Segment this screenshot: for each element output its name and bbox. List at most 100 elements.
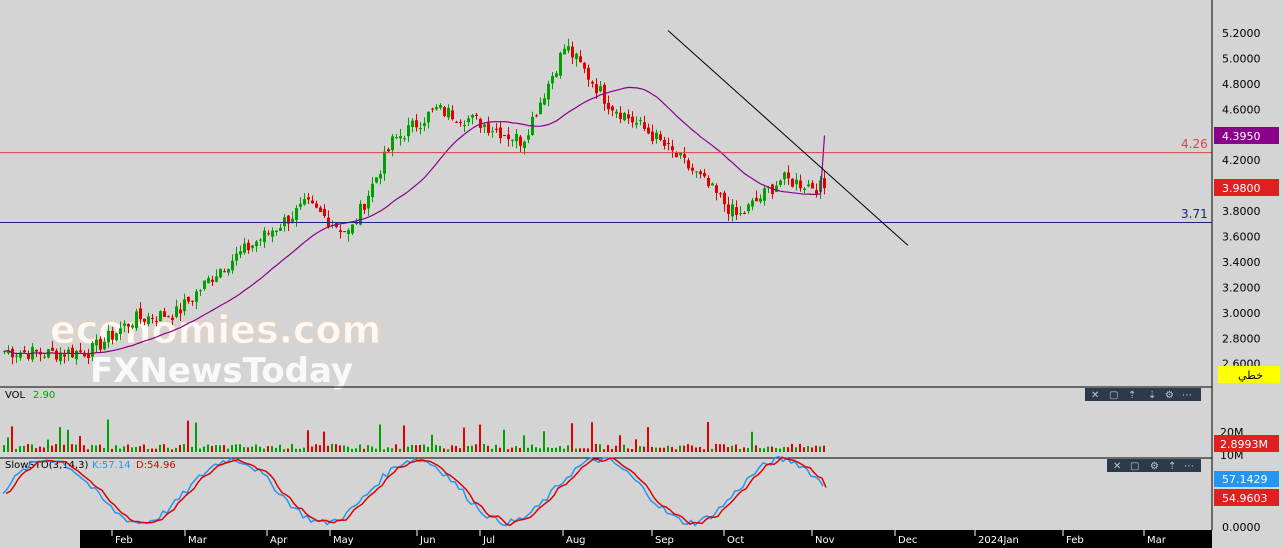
candle — [183, 299, 186, 312]
candle — [579, 56, 582, 63]
candle — [619, 112, 622, 119]
candle — [419, 128, 422, 130]
volume-bar — [151, 448, 153, 452]
volume-bar — [475, 444, 477, 452]
candle — [595, 84, 598, 94]
volume-bar — [443, 448, 445, 452]
candle — [387, 149, 390, 152]
candle — [639, 120, 642, 122]
volume-bar — [395, 444, 397, 452]
candle — [499, 127, 502, 139]
volume-bar — [727, 447, 729, 452]
settings-icon[interactable]: ⚙ — [1150, 461, 1159, 472]
volume-bar — [311, 446, 313, 452]
volume-bar — [83, 445, 85, 452]
candle — [563, 48, 566, 55]
candle — [99, 338, 102, 350]
candle — [711, 183, 714, 186]
candle — [463, 125, 466, 127]
settings-icon[interactable]: ⚙ — [1165, 390, 1174, 401]
volume-bar — [219, 445, 221, 452]
candle — [159, 311, 162, 322]
volume-bar — [459, 448, 461, 452]
price-tick-label: 4.8000 — [1222, 78, 1261, 91]
tool-badge-bg[interactable] — [1218, 366, 1280, 383]
volume-bar — [183, 444, 185, 452]
stoch-k-line — [2, 455, 824, 527]
volume-bar — [227, 448, 229, 452]
volume-bar — [359, 444, 361, 452]
volume-bar — [495, 444, 497, 452]
move-down-icon[interactable]: ⇣ — [1148, 390, 1156, 401]
stoch-label: SlowSTO(3,14,3) — [5, 460, 88, 471]
volume-bar — [519, 447, 521, 452]
candle — [655, 132, 658, 140]
candle — [735, 207, 738, 215]
volume-bar — [527, 447, 529, 452]
candle — [551, 75, 554, 84]
volume-bar — [675, 449, 677, 452]
more-icon[interactable]: ⋯ — [1182, 390, 1192, 401]
candle — [523, 141, 526, 149]
volume-bar — [799, 443, 801, 452]
candle — [279, 227, 282, 231]
more-icon[interactable]: ⋯ — [1184, 461, 1194, 472]
candle — [519, 136, 522, 146]
time-axis-label: Mar — [1147, 535, 1167, 546]
candle — [275, 230, 278, 232]
candle — [283, 217, 286, 227]
candle — [191, 300, 194, 302]
candle — [803, 188, 806, 191]
time-axis-labels: Feb Mar Apr May Jun Jul Aug Sep Oct Nov Dec 2024Jan… — [111, 530, 1167, 546]
volume-bar — [3, 445, 5, 452]
candle — [587, 67, 590, 80]
candle — [635, 122, 638, 125]
stoch-d-badge-bg — [1214, 489, 1279, 506]
time-axis-label: Oct — [727, 535, 744, 546]
volume-bar — [43, 447, 45, 452]
time-axis-label: Nov — [815, 535, 835, 546]
tool-badge[interactable]: خطي — [1238, 369, 1263, 382]
candle — [307, 197, 310, 200]
volume-bar — [283, 449, 285, 452]
maximize-icon[interactable]: ▢ — [1109, 390, 1118, 401]
volume-bar — [591, 422, 593, 452]
volume-toolbar[interactable]: ✕ ▢ ⇡ ⇣ ⚙ ⋯ — [1085, 388, 1201, 401]
volume-bar — [455, 445, 457, 452]
volume-bar — [375, 448, 377, 452]
close-icon[interactable]: ✕ — [1113, 461, 1121, 472]
candle — [43, 356, 46, 358]
move-up-icon[interactable]: ⇡ — [1168, 461, 1176, 472]
candle — [371, 183, 374, 198]
candle — [211, 279, 214, 282]
candle — [687, 160, 690, 169]
volume-bar — [87, 449, 89, 452]
price-badge-bg — [1214, 179, 1279, 196]
candle — [287, 215, 290, 224]
stoch-k-badge: 57.1429 — [1222, 473, 1268, 486]
time-axis-label: Jun — [419, 535, 436, 546]
volume-bar — [203, 446, 205, 452]
candle — [755, 197, 758, 202]
candle — [811, 182, 814, 189]
volume-bar — [447, 449, 449, 452]
move-up-icon[interactable]: ⇡ — [1128, 390, 1136, 401]
volume-bar — [747, 447, 749, 452]
volume-bar — [147, 448, 149, 452]
maximize-icon[interactable]: ▢ — [1130, 461, 1139, 472]
time-axis — [80, 530, 1212, 548]
volume-bar — [635, 439, 637, 452]
volume-bar — [543, 431, 545, 452]
stoch-toolbar[interactable]: ✕ ▢ ⚙ ⇡ ⋯ — [1107, 459, 1201, 472]
volume-bar — [343, 445, 345, 452]
candle — [675, 152, 678, 158]
close-icon[interactable]: ✕ — [1091, 390, 1099, 401]
volume-bar — [755, 445, 757, 452]
candle — [403, 138, 406, 140]
volume-bar — [319, 445, 321, 452]
volume-bar — [659, 447, 661, 452]
candle — [455, 121, 458, 123]
price-tick-label: 3.0000 — [1222, 307, 1261, 320]
candle — [155, 320, 158, 322]
